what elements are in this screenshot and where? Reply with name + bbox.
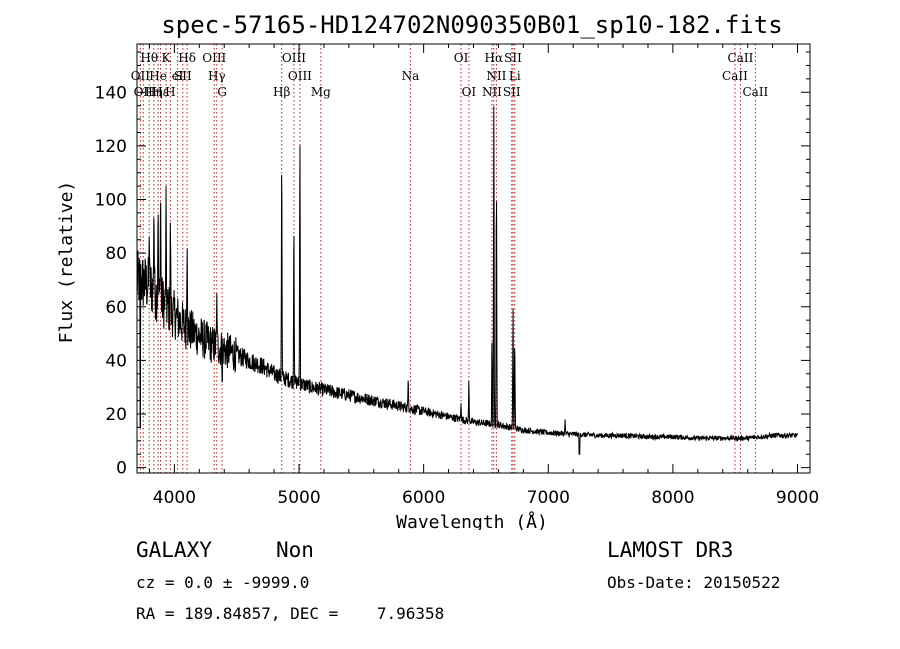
spectrum-line	[136, 106, 798, 455]
y-tick-label: 100	[95, 191, 127, 211]
spectrum-chart: spec-57165-HD124702N090350B01_sp10-182.f…	[56, 11, 819, 530]
reference-line-label: Hβ	[273, 85, 290, 99]
reference-line-label: Hθ	[140, 51, 158, 65]
chart-title: spec-57165-HD124702N090350B01_sp10-182.f…	[161, 11, 782, 39]
x-tick-label: 6000	[402, 488, 445, 508]
reference-line-label: H	[165, 85, 175, 99]
x-tick-label: 7000	[527, 488, 570, 508]
x-tick-label: 4000	[153, 488, 196, 508]
y-tick-label: 20	[105, 405, 127, 425]
y-tick-label: 120	[95, 137, 127, 157]
reference-lines	[139, 44, 756, 473]
reference-line-label: Na	[402, 69, 420, 83]
reference-line-label: Hε	[152, 85, 169, 99]
y-tick-label: 0	[116, 459, 127, 479]
reference-line-label: SII	[504, 51, 522, 65]
reference-line-label: Hγ	[208, 69, 226, 83]
y-tick-label: 140	[95, 83, 127, 103]
reference-line-label: K	[162, 51, 172, 65]
reference-line-label: He	[149, 69, 167, 83]
reference-line-label: OII	[131, 69, 151, 83]
x-axis-ticks: 4000 5000 6000 7000 8000 9000	[148, 44, 819, 508]
reference-line-label: SII	[503, 85, 521, 99]
reference-line-label: OI	[454, 51, 469, 65]
reference-line-label: CaII	[722, 69, 748, 83]
reference-line-label: OIII	[288, 69, 312, 83]
redshift-value: cz = 0.0 ± -9999.0	[136, 573, 310, 592]
x-tick-label: 5000	[277, 488, 320, 508]
x-tick-label: 9000	[776, 488, 819, 508]
reference-line-label: CaII	[728, 51, 754, 65]
reference-line-label: G	[217, 85, 227, 99]
y-axis-ticks: 0 20 40 60 80 100 120 140	[95, 51, 810, 479]
y-tick-label: 80	[105, 244, 127, 264]
survey-name: LAMOST DR3	[607, 538, 734, 562]
reference-line-label: Mg	[311, 85, 331, 99]
reference-line-label: OI	[462, 85, 477, 99]
reference-line-label: Hα	[485, 51, 504, 65]
object-type: GALAXY	[136, 538, 212, 562]
reference-line-label: SII	[174, 69, 192, 83]
object-subclass: Non	[276, 538, 314, 562]
coordinates: RA = 189.84857, DEC = 7.96358	[136, 604, 445, 623]
reference-line-label: eI	[172, 69, 184, 83]
y-axis-label: Flux (relative)	[56, 181, 77, 344]
reference-line-label: NII	[486, 69, 506, 83]
reference-line-label: Hη	[145, 85, 163, 99]
reference-line-label: Hδ	[178, 51, 196, 65]
reference-line-label: NII	[482, 85, 502, 99]
reference-line-label: Li	[509, 69, 521, 83]
x-tick-label: 8000	[651, 488, 694, 508]
observation-date: Obs-Date: 20150522	[607, 573, 781, 592]
reference-line-label: OIII	[282, 51, 306, 65]
x-axis-label: Wavelength (Å)	[396, 511, 548, 530]
y-tick-label: 60	[105, 298, 127, 318]
plot-frame	[136, 43, 811, 474]
y-tick-label: 40	[105, 351, 127, 371]
reference-line-label: CaII	[742, 85, 768, 99]
reference-line-label: OIII	[202, 51, 226, 65]
